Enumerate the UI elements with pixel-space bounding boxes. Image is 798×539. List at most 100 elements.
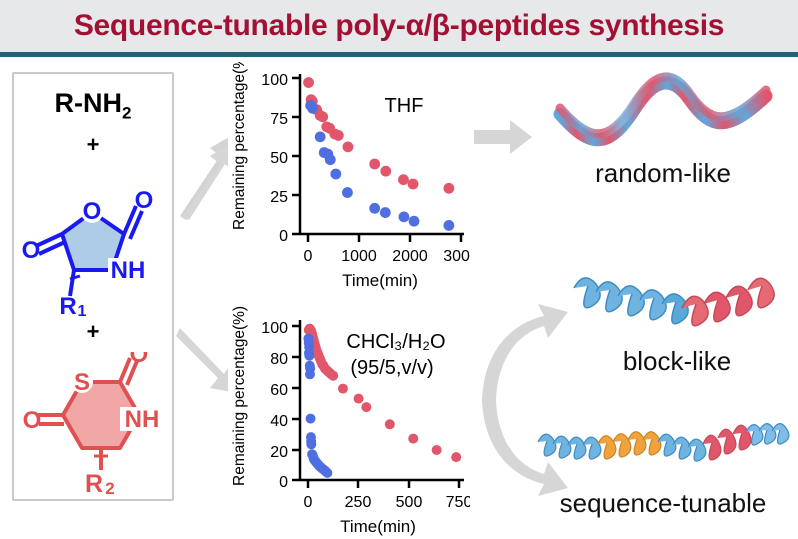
nta-bond-co-top-b [125,360,139,386]
monomer-panel: R-NH2 + O O O NH R 1 + [12,72,174,501]
data-point [324,154,336,166]
nca-bond-co-top-a [122,205,138,235]
chcl3-ylabel: Remaining percentage(%) [231,306,248,486]
nca-svg: O O O NH R 1 [22,187,154,316]
nca-atom-o-top: O [135,187,154,214]
nta-s-mask [71,371,93,393]
data-point [384,419,395,430]
chcl3-xtick-250: 250 [345,494,372,511]
page-title: Sequence-tunable poly-α/β-peptides synth… [73,9,725,42]
chcl3-xtick-500: 500 [396,494,423,511]
data-point [369,158,381,170]
data-point [408,215,420,227]
arrow-chcl3-to-seq [482,396,568,496]
data-point [443,182,455,194]
seq-helix-segment-blue-2 [657,433,707,462]
chcl3-ytick-60: 60 [270,382,288,399]
data-point [322,467,333,478]
seq-helix-segment-red [702,424,752,461]
data-point [379,207,391,218]
arrow-to-thf-chart [180,132,240,220]
chcl3-annotation-line1: CHCl₃/H₂O [346,331,445,353]
nca-substituent-sub: 1 [78,303,87,316]
nca-bond-co-top-b [128,210,144,240]
chcl3-ytick-20: 20 [270,444,288,461]
data-point [303,77,314,88]
thf-data-points [303,77,455,231]
data-point [408,433,419,444]
data-point [353,393,364,404]
block-like-helix [573,277,775,327]
nta-substituent-sub: 2 [105,479,114,494]
data-point [369,202,381,214]
random-like-label: random-like [595,158,731,188]
nca-substituent: R [59,293,76,316]
chcl3-xlabel: Time(min) [340,517,416,536]
random-ribbon-front [555,72,771,139]
data-point [398,174,409,186]
data-point [337,383,348,394]
chcl3-xtick-750: 750 [446,494,470,511]
data-point [314,131,326,143]
data-point [451,452,462,463]
seq-helix-segment-blue-1 [537,433,602,460]
sequence-tunable-label: sequence-tunable [559,488,767,518]
data-point [332,130,344,141]
plus-sign-2: + [86,319,100,344]
data-point [380,165,392,177]
chcl3-chart: Remaining percentage(%) 100 80 60 40 20 … [228,300,470,538]
structure-block-like: block-like [556,258,798,398]
thf-y-ticks: 100 75 50 25 0 [261,72,300,245]
block-helix-red-half [681,277,775,327]
nta-atom-s: S [74,369,90,396]
nta-structure: S O O NH R 2 [20,352,166,494]
thf-x-ticks: 0 1000 2000 3000 [304,234,470,265]
nta-atom-nh: NH [125,406,160,433]
nca-ring [60,210,126,272]
chcl3-xtick-0: 0 [304,494,313,511]
nca-structure: O O O NH R 1 [20,166,166,316]
data-point [304,369,315,380]
data-point [431,445,442,455]
chcl3-data-points [303,323,462,478]
nca-atom-o-ring: O [83,198,102,225]
data-point [398,211,410,223]
nta-svg: S O O NH R 2 [23,352,162,494]
chcl3-ytick-40: 40 [270,413,288,430]
data-point [407,178,419,190]
chcl3-ytick-0: 0 [279,474,288,491]
nca-nh-mask [108,258,148,282]
arrow-chcl3-to-block [482,304,568,404]
thf-annotation: THF [385,95,424,117]
thf-ytick-100: 100 [261,72,288,89]
thf-ytick-75: 75 [270,111,288,128]
sequence-tunable-helix [537,423,790,462]
data-point [342,141,354,153]
amine-text: R-NH [54,88,123,118]
data-point [443,220,455,231]
nta-atom-o-top: O [130,352,149,368]
thf-xtick-0: 0 [304,248,313,265]
random-ribbon-back [553,76,773,147]
seq-helix-segment-orange [597,431,662,460]
nta-nh-mask [120,407,162,431]
thf-chart: Remaining percentage(%) 100 75 50 25 0 0… [228,62,470,292]
data-point [342,187,353,198]
nca-bond-r [68,269,76,297]
chcl3-ytick-100: 100 [261,320,288,337]
data-point [361,402,372,413]
plus-sign-1: + [86,132,100,157]
chcl3-x-ticks: 0 250 500 750 [304,480,470,511]
chcl3-ytick-80: 80 [270,351,288,368]
amine-label: R-NH2 [14,88,172,123]
chcl3-annotation-line2: (95/5,v/v) [350,357,433,379]
data-point [307,102,319,114]
nta-atom-o-left: O [23,407,42,434]
data-point [306,439,317,450]
chcl3-chart-svg: Remaining percentage(%) 100 80 60 40 20 … [231,306,470,536]
chcl3-y-ticks: 100 80 60 40 20 0 [261,320,300,491]
nca-atom-nh: NH [111,257,146,284]
arrow-thf-to-random [474,120,532,154]
data-point [330,168,342,180]
thf-xtick-2000: 2000 [392,248,428,265]
